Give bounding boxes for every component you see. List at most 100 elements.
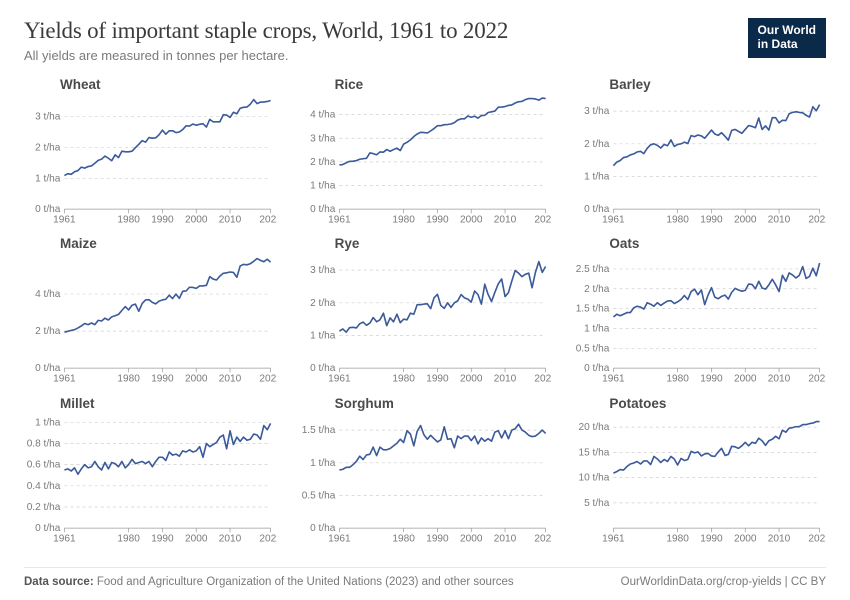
svg-text:2010: 2010 [219, 374, 242, 385]
svg-text:1980: 1980 [667, 533, 690, 544]
svg-text:2022: 2022 [534, 214, 551, 225]
svg-text:1 t/ha: 1 t/ha [35, 417, 61, 428]
chart: 0 t/ha1 t/ha2 t/ha3 t/ha4 t/ha1961198019… [299, 94, 552, 225]
svg-text:1990: 1990 [701, 533, 724, 544]
svg-text:2022: 2022 [809, 214, 826, 225]
svg-text:2022: 2022 [809, 374, 826, 385]
panel-millet: Millet0 t/ha0.2 t/ha0.4 t/ha0.6 t/ha0.8 … [24, 396, 277, 547]
svg-text:1961: 1961 [328, 214, 351, 225]
page-title: Yields of important staple crops, World,… [24, 18, 508, 44]
svg-text:0.5 t/ha: 0.5 t/ha [576, 344, 610, 355]
svg-text:2000: 2000 [460, 214, 483, 225]
header: Yields of important staple crops, World,… [24, 18, 826, 63]
svg-text:2 t/ha: 2 t/ha [584, 139, 610, 150]
svg-text:2 t/ha: 2 t/ha [35, 326, 61, 337]
svg-text:20 t/ha: 20 t/ha [579, 422, 610, 433]
svg-text:3 t/ha: 3 t/ha [584, 106, 610, 117]
svg-text:1 t/ha: 1 t/ha [310, 457, 336, 468]
panel-title: Potatoes [609, 396, 826, 411]
svg-text:2000: 2000 [185, 374, 208, 385]
svg-text:1961: 1961 [53, 374, 76, 385]
svg-text:1980: 1980 [117, 533, 140, 544]
svg-text:1961: 1961 [53, 214, 76, 225]
svg-text:2000: 2000 [185, 533, 208, 544]
svg-text:1980: 1980 [392, 214, 415, 225]
chart: 0 t/ha1 t/ha2 t/ha3 t/ha1961198019902000… [299, 253, 552, 384]
panel-sorghum: Sorghum0 t/ha0.5 t/ha1 t/ha1.5 t/ha19611… [299, 396, 552, 547]
panel-oats: Oats0 t/ha0.5 t/ha1 t/ha1.5 t/ha2 t/ha2.… [573, 236, 826, 387]
panel-barley: Barley0 t/ha1 t/ha2 t/ha3 t/ha1961198019… [573, 77, 826, 228]
svg-text:2000: 2000 [460, 533, 483, 544]
chart-grid: Wheat0 t/ha1 t/ha2 t/ha3 t/ha19611980199… [24, 77, 826, 547]
svg-text:1.5 t/ha: 1.5 t/ha [301, 425, 335, 436]
svg-text:1 t/ha: 1 t/ha [584, 172, 610, 183]
svg-text:2010: 2010 [768, 533, 791, 544]
chart: 5 t/ha10 t/ha15 t/ha20 t/ha1961198019902… [573, 413, 826, 544]
svg-text:0.2 t/ha: 0.2 t/ha [27, 502, 61, 513]
svg-text:2010: 2010 [493, 214, 516, 225]
svg-text:1 t/ha: 1 t/ha [35, 173, 61, 184]
svg-text:2010: 2010 [493, 374, 516, 385]
svg-text:1990: 1990 [701, 214, 724, 225]
svg-text:1980: 1980 [667, 214, 690, 225]
title-block: Yields of important staple crops, World,… [24, 18, 508, 63]
svg-text:1990: 1990 [426, 214, 449, 225]
svg-text:5 t/ha: 5 t/ha [584, 498, 610, 509]
svg-text:2010: 2010 [219, 214, 242, 225]
svg-text:2022: 2022 [259, 533, 276, 544]
panel-wheat: Wheat0 t/ha1 t/ha2 t/ha3 t/ha19611980199… [24, 77, 277, 228]
svg-text:1990: 1990 [426, 374, 449, 385]
chart: 0 t/ha2 t/ha4 t/ha1961198019902000201020… [24, 253, 277, 384]
svg-text:1980: 1980 [392, 533, 415, 544]
svg-text:1 t/ha: 1 t/ha [310, 181, 336, 192]
panel-title: Rice [335, 77, 552, 92]
svg-text:1961: 1961 [603, 374, 626, 385]
svg-text:2000: 2000 [734, 374, 757, 385]
panel-title: Millet [60, 396, 277, 411]
chart: 0 t/ha1 t/ha2 t/ha3 t/ha1961198019902000… [573, 94, 826, 225]
svg-text:1980: 1980 [117, 214, 140, 225]
svg-text:1980: 1980 [667, 374, 690, 385]
svg-text:2000: 2000 [734, 533, 757, 544]
svg-text:1980: 1980 [392, 374, 415, 385]
svg-text:2 t/ha: 2 t/ha [310, 298, 336, 309]
svg-text:0.6 t/ha: 0.6 t/ha [27, 459, 61, 470]
svg-text:1961: 1961 [603, 214, 626, 225]
footer-source: Data source: Food and Agriculture Organi… [24, 576, 514, 588]
svg-text:1.5 t/ha: 1.5 t/ha [576, 304, 610, 315]
svg-text:10 t/ha: 10 t/ha [579, 472, 610, 483]
panel-title: Barley [609, 77, 826, 92]
panel-potatoes: Potatoes5 t/ha10 t/ha15 t/ha20 t/ha19611… [573, 396, 826, 547]
chart: 0 t/ha0.5 t/ha1 t/ha1.5 t/ha2 t/ha2.5 t/… [573, 253, 826, 384]
panel-rye: Rye0 t/ha1 t/ha2 t/ha3 t/ha1961198019902… [299, 236, 552, 387]
panel-title: Sorghum [335, 396, 552, 411]
svg-text:2022: 2022 [259, 374, 276, 385]
svg-text:2000: 2000 [734, 214, 757, 225]
svg-text:1961: 1961 [328, 374, 351, 385]
svg-text:15 t/ha: 15 t/ha [579, 447, 610, 458]
owid-logo: Our World in Data [748, 18, 826, 58]
svg-text:3 t/ha: 3 t/ha [310, 265, 336, 276]
chart: 0 t/ha1 t/ha2 t/ha3 t/ha1961198019902000… [24, 94, 277, 225]
svg-text:2010: 2010 [219, 533, 242, 544]
svg-text:1990: 1990 [151, 214, 174, 225]
svg-text:2 t/ha: 2 t/ha [35, 142, 61, 153]
svg-text:2010: 2010 [493, 533, 516, 544]
footer: Data source: Food and Agriculture Organi… [24, 567, 826, 588]
svg-text:2022: 2022 [534, 374, 551, 385]
svg-text:2 t/ha: 2 t/ha [584, 284, 610, 295]
svg-text:2022: 2022 [259, 214, 276, 225]
svg-text:2 t/ha: 2 t/ha [310, 157, 336, 168]
svg-text:1990: 1990 [426, 533, 449, 544]
panel-maize: Maize0 t/ha2 t/ha4 t/ha19611980199020002… [24, 236, 277, 387]
svg-text:2010: 2010 [768, 214, 791, 225]
svg-text:3 t/ha: 3 t/ha [310, 133, 336, 144]
svg-text:2000: 2000 [460, 374, 483, 385]
svg-text:1 t/ha: 1 t/ha [584, 324, 610, 335]
svg-text:1980: 1980 [117, 374, 140, 385]
chart: 0 t/ha0.5 t/ha1 t/ha1.5 t/ha196119801990… [299, 413, 552, 544]
svg-text:0.5 t/ha: 0.5 t/ha [301, 490, 335, 501]
svg-text:2010: 2010 [768, 374, 791, 385]
svg-text:1961: 1961 [53, 533, 76, 544]
svg-text:2022: 2022 [534, 533, 551, 544]
